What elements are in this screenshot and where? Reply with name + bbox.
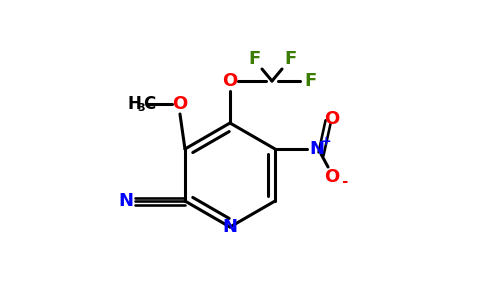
Text: H: H bbox=[127, 95, 141, 113]
Text: F: F bbox=[284, 50, 296, 68]
Text: O: O bbox=[222, 72, 238, 90]
Text: O: O bbox=[172, 95, 188, 113]
Text: F: F bbox=[304, 72, 316, 90]
Text: N: N bbox=[119, 192, 134, 210]
Text: O: O bbox=[324, 168, 340, 186]
Text: N: N bbox=[310, 140, 325, 158]
Text: N: N bbox=[223, 218, 238, 236]
Text: +: + bbox=[321, 136, 332, 148]
Text: F: F bbox=[248, 50, 260, 68]
Text: -: - bbox=[341, 175, 347, 190]
Text: O: O bbox=[324, 110, 340, 128]
Text: 3: 3 bbox=[137, 103, 145, 113]
Text: C: C bbox=[143, 95, 155, 113]
